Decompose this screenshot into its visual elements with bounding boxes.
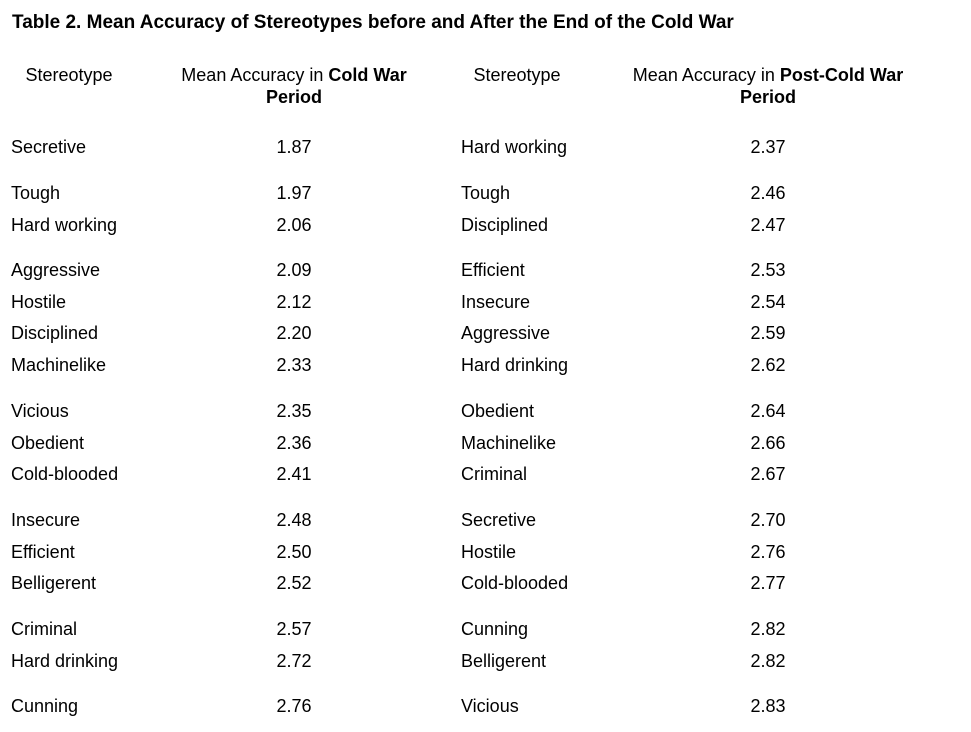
post-cold-war-stereotype: Cunning xyxy=(461,619,529,639)
cold-war-stereotype: Vicious xyxy=(11,401,69,421)
cold-war-stereotype: Machinelike xyxy=(11,355,107,375)
post-cold-war-value: 2.66 xyxy=(750,433,786,453)
cold-war-stereotype: Disciplined xyxy=(11,323,99,343)
cold-war-value: 2.72 xyxy=(276,651,312,671)
header-accuracy-cold-war-prefix: Mean Accuracy in xyxy=(181,65,329,85)
header-accuracy-post-cold-war: Mean Accuracy in Post-Cold War Period xyxy=(600,64,936,108)
header-accuracy-post-cold-war-bold: Post-Cold War xyxy=(779,65,904,85)
header-accuracy-cold-war-line2: Period xyxy=(265,87,322,107)
post-cold-war-value: 2.82 xyxy=(750,619,786,639)
post-cold-war-stereotype: Hard drinking xyxy=(461,355,569,375)
cold-war-value: 2.57 xyxy=(276,619,312,639)
post-cold-war-stereotype: Hostile xyxy=(461,542,517,562)
cold-war-value: 1.87 xyxy=(276,137,312,157)
cold-war-stereotype: Obedient xyxy=(11,433,85,453)
post-cold-war-stereotype: Aggressive xyxy=(461,323,551,343)
cold-war-stereotype: Secretive xyxy=(11,137,87,157)
post-cold-war-value: 2.67 xyxy=(750,464,786,484)
cold-war-value: 2.20 xyxy=(276,323,312,343)
header-accuracy-cold-war: Mean Accuracy in Cold War Period xyxy=(150,64,438,108)
post-cold-war-value: 2.37 xyxy=(750,137,786,157)
post-cold-war-value: 2.82 xyxy=(750,651,786,671)
cold-war-stereotype: Cunning xyxy=(11,696,79,716)
cold-war-stereotype: Efficient xyxy=(11,542,75,562)
header-accuracy-post-cold-war-prefix: Mean Accuracy in xyxy=(632,65,780,85)
post-cold-war-value: 2.64 xyxy=(750,401,786,421)
header-accuracy-cold-war-bold: Cold War xyxy=(328,65,407,85)
cold-war-value: 2.76 xyxy=(276,696,312,716)
post-cold-war-value: 2.77 xyxy=(750,573,786,593)
post-cold-war-stereotype: Tough xyxy=(461,183,511,203)
post-cold-war-stereotype: Hard working xyxy=(461,137,568,157)
cold-war-stereotype: Hostile xyxy=(11,292,67,312)
post-cold-war-value: 2.83 xyxy=(750,696,786,716)
cold-war-stereotype: Insecure xyxy=(11,510,81,530)
post-cold-war-value: 2.47 xyxy=(750,215,786,235)
post-cold-war-value: 2.54 xyxy=(750,292,786,312)
cold-war-stereotype: Hard working xyxy=(11,215,118,235)
cold-war-stereotype: Aggressive xyxy=(11,260,101,280)
post-cold-war-stereotype: Vicious xyxy=(461,696,519,716)
cold-war-value: 2.41 xyxy=(276,464,312,484)
cold-war-value: 2.09 xyxy=(276,260,312,280)
cold-war-stereotype: Hard drinking xyxy=(11,651,119,671)
post-cold-war-stereotype: Criminal xyxy=(461,464,528,484)
post-cold-war-stereotype: Secretive xyxy=(461,510,537,530)
cold-war-value: 2.50 xyxy=(276,542,312,562)
table-title: Table 2. Mean Accuracy of Stereotypes be… xyxy=(12,12,734,33)
header-stereotype-post-cold-war: Stereotype xyxy=(473,65,561,85)
post-cold-war-stereotype: Efficient xyxy=(461,260,525,280)
post-cold-war-stereotype: Insecure xyxy=(461,292,531,312)
post-cold-war-stereotype: Belligerent xyxy=(461,651,547,671)
cold-war-stereotype: Tough xyxy=(11,183,61,203)
cold-war-value: 2.52 xyxy=(276,573,312,593)
cold-war-value: 2.36 xyxy=(276,433,312,453)
post-cold-war-value: 2.76 xyxy=(750,542,786,562)
header-stereotype-cold-war: Stereotype xyxy=(25,65,113,85)
cold-war-stereotype: Criminal xyxy=(11,619,78,639)
cold-war-value: 2.48 xyxy=(276,510,312,530)
post-cold-war-value: 2.53 xyxy=(750,260,786,280)
post-cold-war-value: 2.62 xyxy=(750,355,786,375)
header-accuracy-post-cold-war-line2: Period xyxy=(739,87,796,107)
cold-war-value: 1.97 xyxy=(276,183,312,203)
post-cold-war-value: 2.46 xyxy=(750,183,786,203)
post-cold-war-value: 2.59 xyxy=(750,323,786,343)
post-cold-war-stereotype: Machinelike xyxy=(461,433,557,453)
post-cold-war-value: 2.70 xyxy=(750,510,786,530)
post-cold-war-stereotype: Obedient xyxy=(461,401,535,421)
post-cold-war-stereotype: Cold-blooded xyxy=(461,573,569,593)
cold-war-value: 2.12 xyxy=(276,292,312,312)
cold-war-stereotype: Belligerent xyxy=(11,573,97,593)
cold-war-stereotype: Cold-blooded xyxy=(11,464,119,484)
post-cold-war-stereotype: Disciplined xyxy=(461,215,549,235)
cold-war-value: 2.33 xyxy=(276,355,312,375)
cold-war-value: 2.06 xyxy=(276,215,312,235)
cold-war-value: 2.35 xyxy=(276,401,312,421)
